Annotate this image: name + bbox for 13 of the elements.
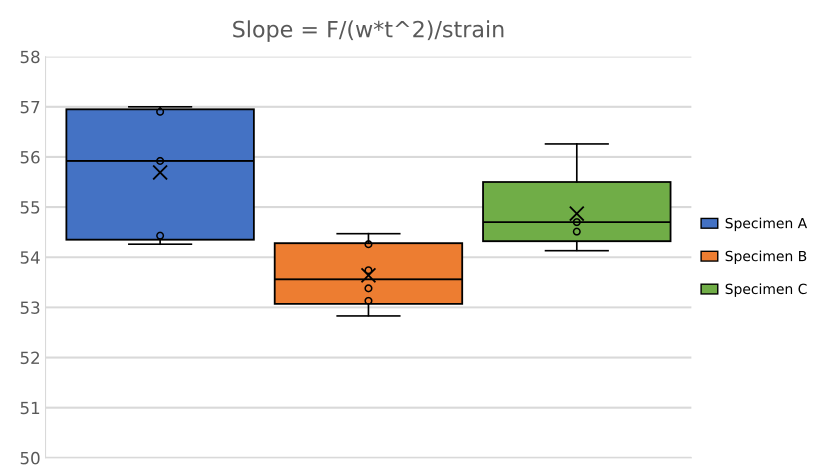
- legend-label: Specimen B: [726, 250, 806, 264]
- y-tick-label: 56: [20, 150, 40, 164]
- y-tick-label: 55: [20, 201, 40, 214]
- legend-label: Specimen C: [726, 283, 807, 297]
- chart-title: Slope = F/(w*t^2)/strain: [233, 20, 504, 42]
- y-tick-label: 54: [20, 251, 40, 264]
- y-tick-label: 52: [20, 352, 40, 364]
- legend-label: Specimen A: [726, 218, 808, 232]
- y-tick-label: 51: [20, 402, 40, 414]
- y-tick-label: 50: [20, 452, 40, 464]
- y-tick-label: 58: [20, 50, 40, 64]
- y-tick-label: 53: [20, 301, 40, 314]
- y-tick-label: 57: [20, 100, 40, 114]
